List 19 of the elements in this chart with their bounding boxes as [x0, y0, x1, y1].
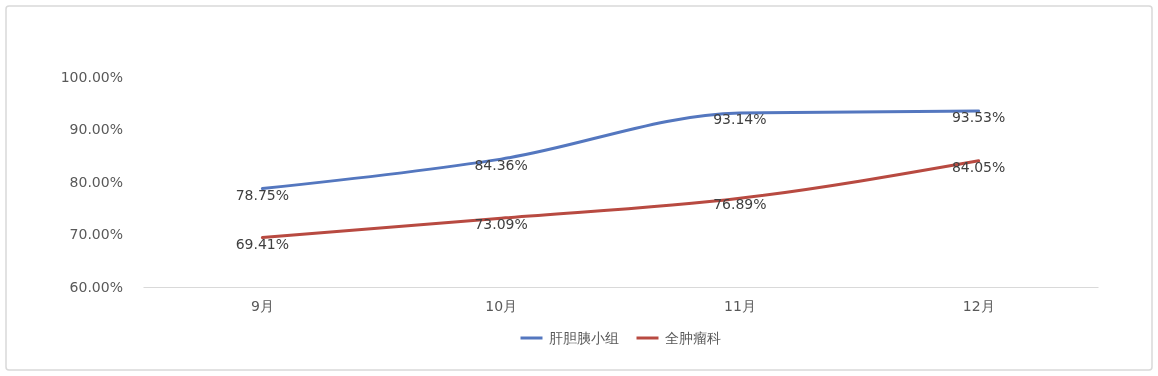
x-tick-label: 11月	[723, 297, 756, 314]
x-tick-label: 10月	[485, 297, 518, 314]
x-tick-label: 12月	[962, 297, 995, 314]
data-label: 78.75%	[235, 186, 290, 203]
data-label: 84.36%	[474, 157, 528, 174]
data-label: 76.89%	[713, 196, 767, 213]
data-label: 93.14%	[713, 111, 767, 128]
legend-label: 全肿瘤科	[664, 330, 721, 346]
data-label: 73.09%	[474, 216, 528, 233]
legend-label: 肝胆胰小组	[548, 330, 619, 346]
data-label: 84.05%	[951, 158, 1006, 175]
x-tick-label: 9月	[250, 297, 274, 314]
y-tick-label: 70.00%	[69, 226, 123, 243]
data-label: 93.53%	[951, 108, 1006, 125]
y-tick-label: 100.00%	[60, 68, 123, 85]
y-tick-label: 60.00%	[69, 278, 123, 295]
y-tick-label: 90.00%	[69, 121, 123, 138]
data-label: 69.41%	[235, 235, 290, 252]
y-tick-label: 80.00%	[69, 173, 123, 190]
